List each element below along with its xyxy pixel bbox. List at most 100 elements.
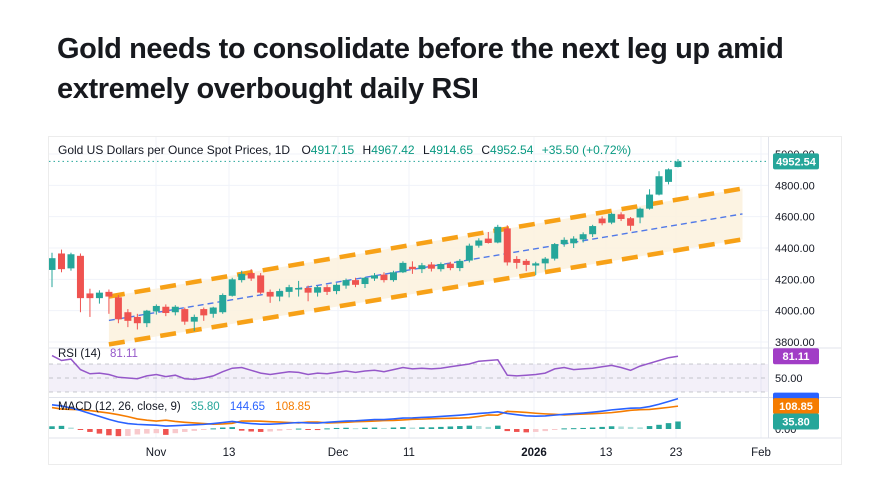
candle: [105, 291, 113, 297]
macd-hist-bar: [96, 429, 103, 434]
macd-hist-bar: [466, 425, 473, 429]
macd-signal-value: 108.85: [275, 401, 311, 413]
macd-hist-bar: [210, 428, 216, 430]
macd-hist-bar: [115, 429, 122, 437]
macd-hist-bar: [514, 429, 520, 432]
macd-hist-bar: [87, 429, 93, 432]
rsi-value: 81.11: [110, 348, 138, 360]
macd-main-line: [51, 397, 679, 427]
candle: [665, 169, 673, 182]
svg-text:23: 23: [670, 447, 683, 459]
macd-hist-bar: [134, 429, 141, 435]
macd-hist-bar: [352, 428, 359, 430]
macd-hist-bar: [438, 426, 444, 429]
candle: [276, 291, 284, 297]
high-label: H: [362, 143, 372, 157]
change-value: +35.50 (+0.72%): [541, 143, 632, 157]
macd-hist-bar: [324, 428, 330, 430]
candle: [494, 226, 502, 243]
candle: [219, 295, 227, 313]
svg-text:4600.00: 4600.00: [775, 212, 815, 224]
candle: [209, 307, 217, 314]
candle: [49, 258, 56, 270]
candle: [370, 275, 378, 279]
candle: [314, 287, 322, 293]
svg-text:11: 11: [403, 447, 415, 459]
macd-hist-bar: [570, 428, 577, 430]
candle: [114, 297, 122, 320]
time-axis[interactable]: Nov 13 Dec 11 2026 13 23 Feb: [49, 437, 841, 459]
macd-name: MACD (12, 26, close, 9): [58, 401, 181, 413]
candle: [522, 260, 530, 265]
macd-hist-bar: [286, 429, 292, 430]
price-axis[interactable]: 5000.004800.004600.004400.004200.004000.…: [768, 137, 815, 438]
macd-hist-bar: [305, 429, 311, 430]
candle: [503, 228, 511, 263]
candle: [418, 265, 426, 270]
candle: [570, 238, 578, 244]
candle: [228, 279, 236, 296]
candle: [532, 263, 540, 266]
rsi-panel: [49, 347, 841, 393]
candle: [323, 287, 331, 292]
macd-hist-bar: [561, 428, 567, 430]
svg-text:108.85: 108.85: [779, 401, 813, 413]
svg-text:2026: 2026: [521, 447, 547, 459]
candle: [86, 293, 94, 299]
candle: [579, 234, 587, 240]
macd-hist-bar: [257, 429, 264, 432]
candle: [76, 255, 84, 299]
candle: [541, 258, 549, 264]
macd-hist-bar: [153, 429, 160, 434]
candle: [124, 312, 132, 321]
macd-hist-bar: [627, 426, 634, 429]
last-price-badge: [773, 153, 819, 170]
candle: [560, 239, 568, 245]
candle: [589, 226, 597, 235]
candle: [608, 213, 616, 223]
macd-hist-bar: [400, 427, 406, 429]
macd-hist-bar: [495, 425, 501, 429]
macd-hist-bar: [599, 426, 605, 429]
candle: [427, 264, 435, 269]
chart-header-legend: Gold US Dollars per Ounce Spot Prices, 1…: [58, 143, 631, 157]
macd-hist-bar: [238, 429, 245, 431]
svg-text:4400.00: 4400.00: [775, 243, 815, 255]
chart-canvas[interactable]: Nov13Dec1120261323Feb5000.004800.004600.…: [49, 137, 841, 464]
price-chart-widget[interactable]: Nov13Dec1120261323Feb5000.004800.004600.…: [48, 136, 842, 465]
candle: [152, 305, 160, 312]
svg-text:4952.54: 4952.54: [776, 156, 817, 168]
high-value: 4967.42: [371, 143, 415, 157]
candle: [636, 208, 644, 218]
candle: [627, 218, 635, 226]
symbol-title: Gold US Dollars per Ounce Spot Prices, 1…: [58, 143, 291, 157]
svg-text:4000.00: 4000.00: [775, 306, 815, 318]
macd-hist-bar: [532, 429, 539, 432]
macd-hist-bar: [551, 429, 558, 430]
candle: [446, 263, 454, 269]
candle: [171, 306, 179, 313]
svg-text:3800.00: 3800.00: [775, 337, 815, 349]
candle: [484, 238, 492, 243]
candle: [285, 287, 293, 292]
candle: [342, 280, 350, 286]
macd-hist-bar: [390, 427, 397, 429]
svg-text:Nov: Nov: [146, 447, 167, 459]
channel-upper: [108, 186, 743, 299]
candle: [408, 266, 416, 270]
candle: [380, 274, 388, 281]
macd-hist-bar: [637, 427, 643, 429]
rsi-badge: [773, 348, 819, 365]
svg-text:4200.00: 4200.00: [775, 274, 815, 286]
candles[interactable]: [49, 159, 682, 332]
macd-hist-bar: [248, 429, 254, 432]
macd-hist-bar: [229, 427, 235, 429]
candle: [465, 245, 473, 261]
close-value: 4952.54: [490, 143, 534, 157]
macd-hist-bar: [201, 429, 207, 430]
macd-hist-bar: [68, 427, 74, 429]
macd-hist-bar: [333, 427, 340, 429]
trend-channel: [108, 186, 743, 347]
svg-text:13: 13: [223, 447, 236, 459]
macd-hist-bar: [172, 429, 179, 434]
